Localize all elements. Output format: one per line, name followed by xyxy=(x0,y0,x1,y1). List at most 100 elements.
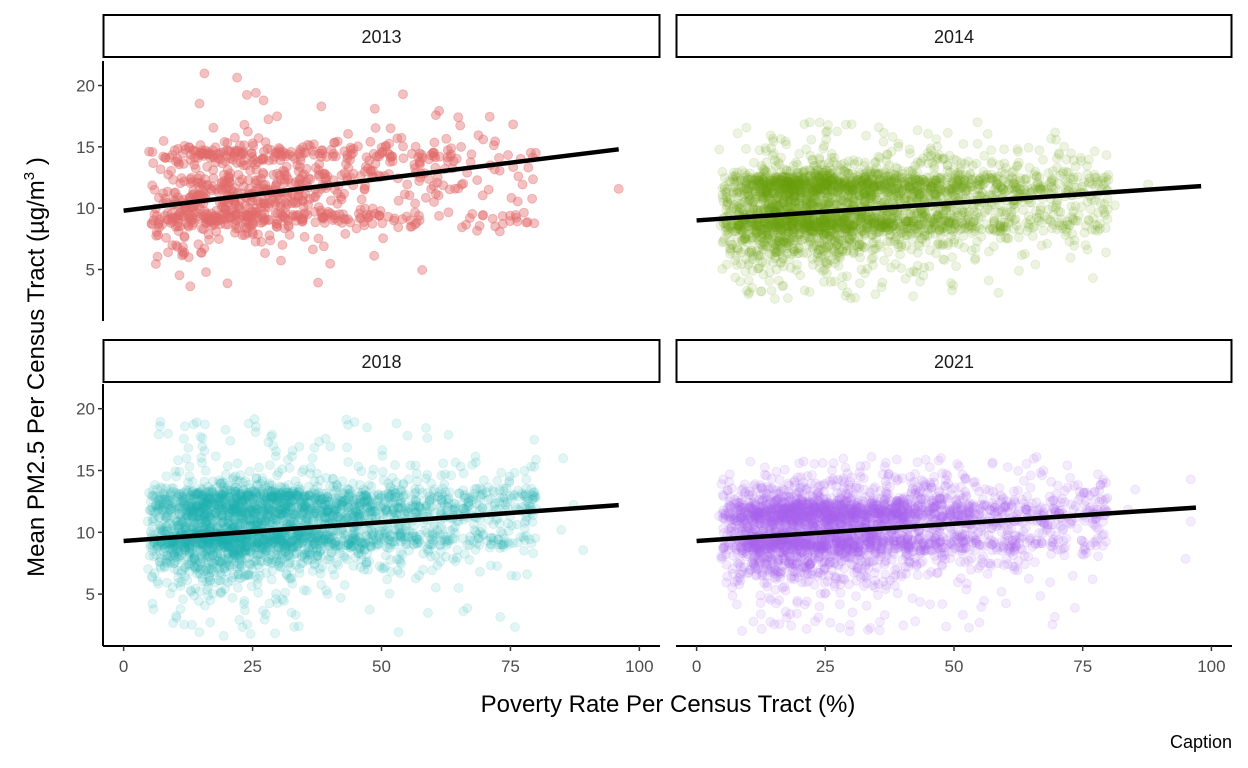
data-point xyxy=(178,158,189,169)
data-point xyxy=(169,145,180,156)
data-point xyxy=(871,162,882,173)
data-point xyxy=(308,149,319,160)
data-point xyxy=(371,151,382,162)
data-point xyxy=(231,223,242,234)
data-point xyxy=(816,217,827,228)
data-point xyxy=(875,174,885,185)
data-point xyxy=(183,221,194,232)
data-point xyxy=(895,188,905,199)
data-point xyxy=(177,246,188,256)
data-point xyxy=(733,220,744,231)
data-point xyxy=(313,202,324,213)
data-point xyxy=(393,222,404,233)
data-point xyxy=(912,125,923,136)
data-point xyxy=(149,209,160,220)
data-point xyxy=(725,195,736,206)
data-point xyxy=(184,142,195,153)
data-point xyxy=(223,173,234,184)
data-point xyxy=(818,176,829,187)
data-point xyxy=(878,136,889,147)
data-point xyxy=(162,186,173,197)
data-point xyxy=(314,169,324,180)
data-point xyxy=(302,209,313,220)
data-point xyxy=(237,148,248,158)
data-point xyxy=(931,188,942,199)
data-point xyxy=(1058,166,1069,177)
data-point xyxy=(935,190,946,201)
data-point xyxy=(283,174,294,185)
data-point xyxy=(188,189,199,200)
data-point xyxy=(176,173,187,184)
data-point xyxy=(192,177,203,188)
data-point xyxy=(193,189,204,200)
data-point xyxy=(305,174,316,185)
data-point xyxy=(308,139,319,150)
data-point xyxy=(270,199,281,210)
data-point xyxy=(187,176,198,187)
data-point xyxy=(230,147,241,158)
data-point xyxy=(898,186,909,197)
data-point xyxy=(769,253,780,264)
data-point xyxy=(799,119,810,130)
data-point xyxy=(271,179,282,190)
data-point xyxy=(194,150,205,161)
data-point xyxy=(313,165,324,176)
data-point xyxy=(912,260,923,271)
data-point xyxy=(165,218,176,229)
facet-strip-label: 2013 xyxy=(361,27,401,47)
data-point xyxy=(888,212,899,223)
data-point xyxy=(856,181,867,192)
data-point xyxy=(354,213,365,224)
data-point xyxy=(753,242,764,253)
data-point xyxy=(197,147,208,158)
data-point xyxy=(162,208,173,218)
data-point xyxy=(772,246,783,257)
data-point xyxy=(173,143,183,154)
data-point xyxy=(269,151,280,162)
data-point xyxy=(202,180,213,191)
data-point xyxy=(348,148,358,159)
data-point xyxy=(332,198,343,209)
data-point xyxy=(879,186,890,197)
data-point xyxy=(224,212,235,223)
data-point xyxy=(984,173,995,184)
data-point xyxy=(923,128,933,139)
data-point xyxy=(180,144,191,155)
data-point xyxy=(215,147,226,158)
data-point xyxy=(238,181,249,192)
data-point xyxy=(277,146,288,157)
data-point xyxy=(766,165,777,176)
data-point xyxy=(265,235,276,246)
y-tick-label: 20 xyxy=(76,77,95,96)
data-point xyxy=(925,145,936,156)
data-point xyxy=(927,181,938,192)
data-point xyxy=(832,126,843,137)
data-point xyxy=(250,87,261,98)
data-point xyxy=(1011,161,1022,172)
data-point xyxy=(986,169,997,180)
data-point xyxy=(193,208,204,219)
data-point xyxy=(1057,223,1068,234)
data-point xyxy=(772,191,783,202)
data-point xyxy=(208,122,219,133)
data-point xyxy=(1082,244,1093,255)
data-point xyxy=(417,152,428,163)
data-point xyxy=(286,146,296,157)
data-point xyxy=(934,180,945,191)
data-point xyxy=(1079,177,1089,188)
data-point xyxy=(895,249,906,260)
data-point xyxy=(818,143,829,154)
data-point xyxy=(343,163,354,174)
data-point xyxy=(382,147,393,158)
data-point xyxy=(859,160,870,171)
data-point xyxy=(450,183,460,194)
data-point xyxy=(240,211,251,221)
data-point xyxy=(836,215,847,225)
data-point xyxy=(772,200,783,211)
data-point xyxy=(241,89,252,100)
data-point xyxy=(904,181,915,192)
data-point xyxy=(273,194,284,205)
data-point xyxy=(1057,168,1068,179)
data-point xyxy=(224,176,235,187)
data-point xyxy=(282,198,293,209)
